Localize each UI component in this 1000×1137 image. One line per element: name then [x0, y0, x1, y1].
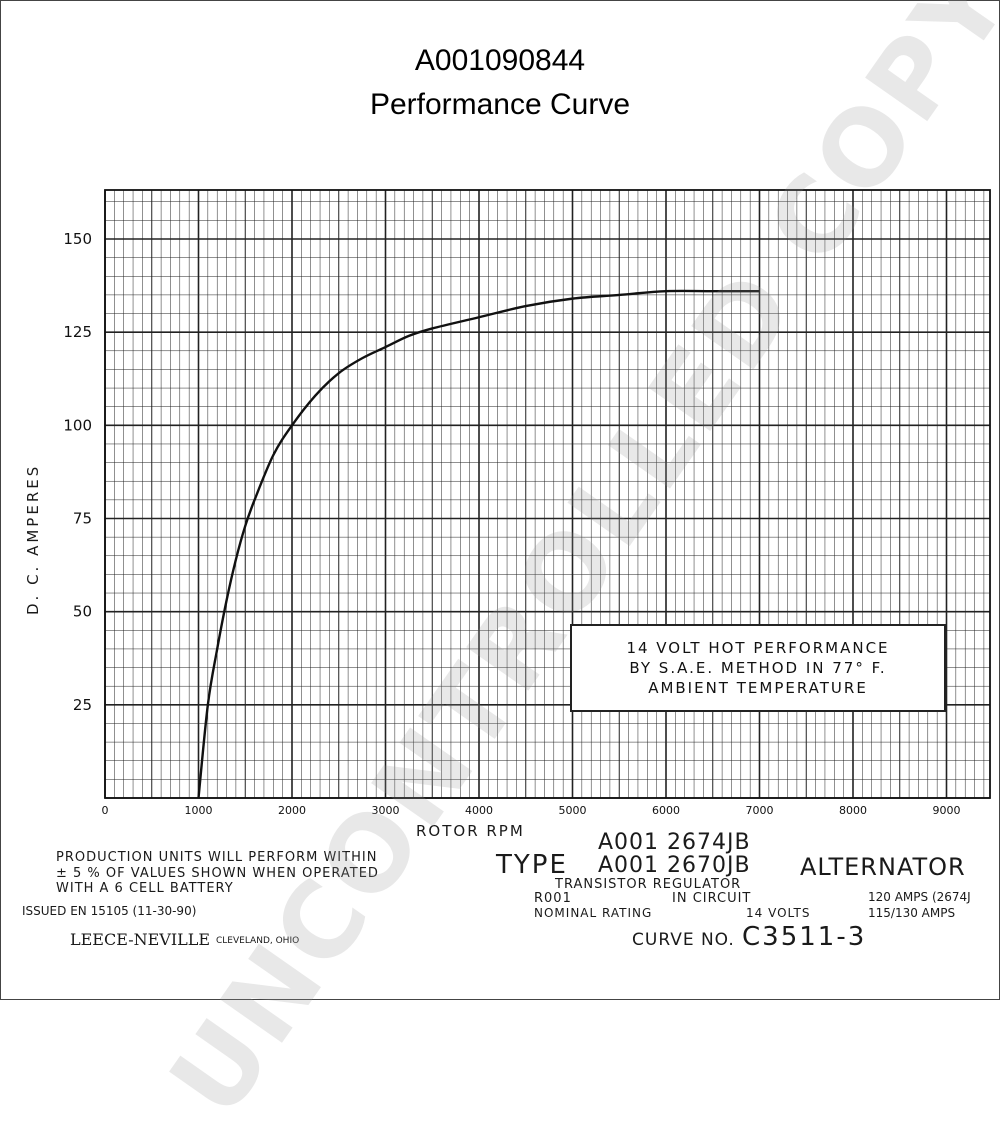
performance-chart: 0 1000 2000 3000 4000 5000 6000 7000 8000 9000 25 5…: [63, 189, 991, 817]
y-axis-label: D. C. AMPERES: [24, 463, 42, 615]
y-tick-label: 100: [63, 416, 92, 434]
type-label: TYPE: [496, 850, 568, 880]
y-tick-label: 50: [73, 603, 92, 621]
annotation-box: 14 VOLT HOT PERFORMANCE BY S.A.E. METHOD…: [570, 624, 946, 712]
x-tick-label: 7000: [746, 804, 774, 817]
performance-curve-line: [197, 289, 760, 799]
y-tick-label: 75: [73, 510, 92, 528]
x-tick-label: 9000: [933, 804, 961, 817]
nominal-volts: 14 VOLTS: [746, 906, 811, 920]
y-tick-label: 25: [73, 696, 92, 714]
y-tick-label: 125: [63, 323, 92, 341]
annotation-line-1: 14 VOLT HOT PERFORMANCE: [626, 639, 890, 657]
plot-border: [104, 189, 991, 799]
regulator-text: TRANSISTOR REGULATOR: [555, 877, 742, 892]
production-note-3: WITH A 6 CELL BATTERY: [56, 881, 234, 896]
curve-number-label: CURVE NO.: [632, 930, 735, 950]
alternator-label: ALTERNATOR: [800, 853, 966, 881]
amps-rating-1: 120 AMPS (2674J: [868, 890, 971, 904]
nominal-rating-label: NOMINAL RATING: [534, 906, 653, 920]
x-tick-label: 1000: [185, 804, 213, 817]
issued-note: ISSUED EN 15105 (11-30-90): [22, 904, 197, 918]
part-number-title: A001090844: [414, 44, 586, 77]
y-tick-label: 150: [63, 230, 92, 248]
annotation-line-2: BY S.A.E. METHOD IN 77° F.: [629, 659, 887, 677]
model-number-1: A001 2674JB: [598, 830, 751, 855]
model-number-2: A001 2670JB: [598, 853, 751, 878]
x-tick-label: 6000: [652, 804, 680, 817]
curve-number: C3511-3: [742, 922, 867, 952]
company-location: CLEVELAND, OHIO: [216, 936, 300, 946]
in-circuit-text: IN CIRCUIT: [672, 891, 752, 906]
x-tick-label: 2000: [278, 804, 306, 817]
x-tick-label: 5000: [559, 804, 587, 817]
company-name: LEECE-NEVILLE: [70, 930, 211, 949]
x-axis-label: ROTOR RPM: [416, 822, 525, 840]
x-tick-label: 0: [102, 804, 109, 817]
production-note-2: ± 5 % OF VALUES SHOWN WHEN OPERATED: [56, 866, 379, 881]
x-tick-label: 3000: [372, 804, 400, 817]
regulator-code: R001: [534, 891, 572, 906]
amps-rating-2: 115/130 AMPS: [868, 906, 956, 920]
annotation-line-3: AMBIENT TEMPERATURE: [648, 679, 868, 697]
x-tick-label: 4000: [465, 804, 493, 817]
production-note-1: PRODUCTION UNITS WILL PERFORM WITHIN: [56, 850, 378, 865]
chart-subtitle: Performance Curve: [369, 88, 631, 121]
x-tick-label: 8000: [839, 804, 867, 817]
